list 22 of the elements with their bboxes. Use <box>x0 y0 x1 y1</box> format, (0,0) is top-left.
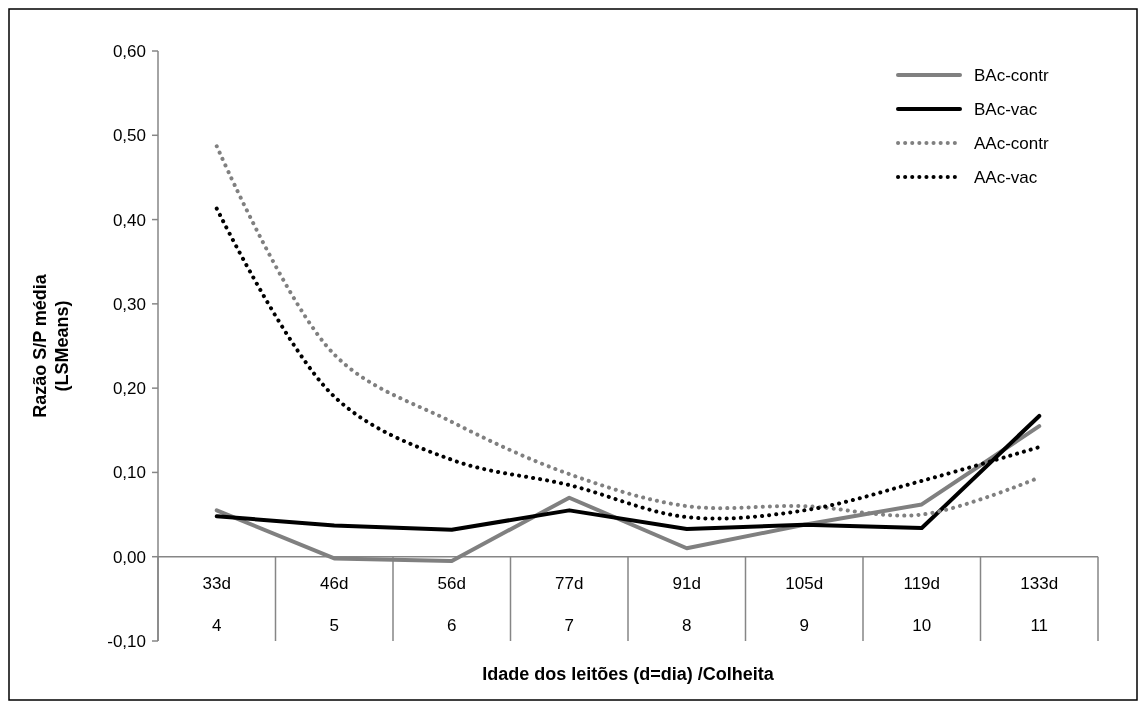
category-label: 105d 9 <box>785 573 824 635</box>
legend-label: BAc-contr <box>974 65 1049 85</box>
y-tick-label: 0,40 <box>112 210 146 230</box>
y-tick-label: 0,30 <box>112 294 146 314</box>
category-label: 33d 4 <box>202 573 231 635</box>
legend-label: AAc-contr <box>974 133 1049 153</box>
y-tick-label: 0,60 <box>112 41 146 61</box>
y-tick-label: 0,20 <box>112 379 146 399</box>
category-label: 77d 7 <box>555 573 584 635</box>
x-axis-title: Idade dos leitões (d=dia) /Colheita <box>482 664 775 684</box>
category-label: 133d 11 <box>1020 573 1059 635</box>
y-tick-label: 0,50 <box>112 126 146 146</box>
legend-label: BAc-vac <box>974 99 1038 119</box>
y-tick-label: 0,10 <box>112 463 146 483</box>
legend-label: AAc-vac <box>974 167 1038 187</box>
category-label: 119d 10 <box>903 573 941 635</box>
category-label: 91d 8 <box>672 573 701 635</box>
category-label: 56d 6 <box>437 573 466 635</box>
category-label: 46d 5 <box>320 573 349 635</box>
y-tick-label: -0,10 <box>107 631 146 651</box>
y-tick-label: 0,00 <box>112 547 146 567</box>
y-axis-title: Razão S/P média (LSMeans) <box>30 273 72 418</box>
